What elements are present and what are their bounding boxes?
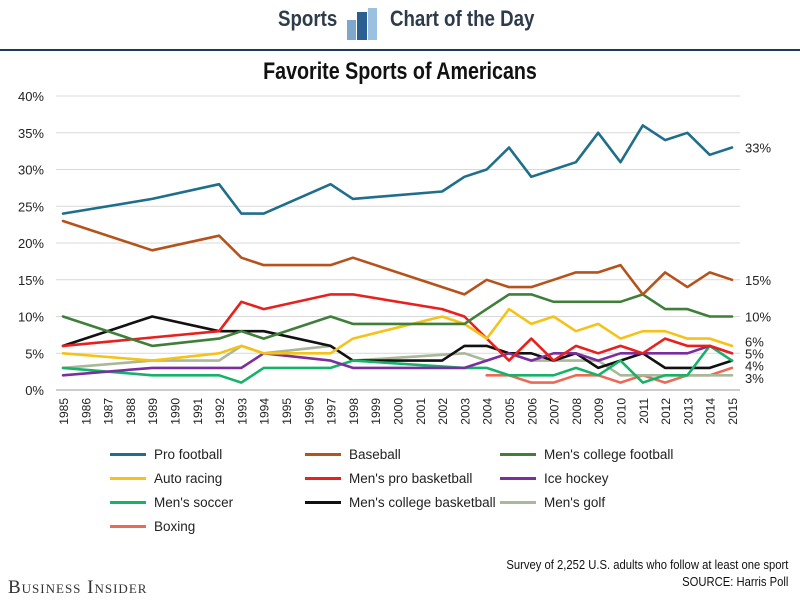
header-rule — [0, 49, 800, 51]
y-tick-label: 40% — [18, 89, 44, 104]
x-tick-label: 1991 — [191, 398, 205, 425]
end-value-label: 5% — [745, 346, 764, 361]
y-tick-label: 0% — [25, 383, 44, 398]
survey-note: Survey of 2,252 U.S. adults who follow a… — [505, 558, 788, 572]
legend-item: Baseball — [305, 444, 401, 464]
y-tick-label: 35% — [18, 126, 44, 141]
legend-swatch — [110, 476, 146, 480]
x-tick-label: 2010 — [615, 398, 629, 425]
y-tick-label: 10% — [18, 310, 44, 325]
footer: Business Insider Survey of 2,252 U.S. ad… — [0, 557, 800, 600]
x-tick-label: 2013 — [681, 398, 695, 425]
legend-item: Auto racing — [110, 468, 222, 488]
x-tick-label: 1995 — [280, 398, 294, 425]
series-line-men-s-college-football — [61, 293, 734, 348]
series-line-men-s-soccer — [61, 344, 734, 384]
source-credit: SOURCE: Harris Poll — [681, 575, 788, 589]
brand-text: Business Insider — [8, 577, 148, 598]
legend-label: Men's college football — [544, 446, 674, 462]
legend-label: Men's college basketball — [349, 494, 496, 510]
end-value-label: 4% — [745, 359, 764, 374]
legend-item: Ice hockey — [500, 468, 609, 488]
legend-label: Men's soccer — [154, 494, 234, 510]
chart-title: Favorite Sports of Americans — [263, 58, 537, 85]
legend-item: Pro football — [110, 444, 222, 464]
legend-item: Men's soccer — [110, 492, 233, 512]
x-tick-label: 1990 — [169, 398, 183, 425]
x-tick-label: 2004 — [481, 398, 495, 425]
legend-item: Men's golf — [500, 492, 605, 512]
header-sports-word: Sports — [278, 6, 338, 31]
x-tick-label: 1987 — [102, 398, 116, 425]
x-tick-label: 2006 — [525, 398, 539, 425]
y-tick-label: 5% — [25, 346, 44, 361]
x-tick-label: 1986 — [79, 398, 93, 425]
x-tick-label: 2008 — [570, 398, 584, 425]
x-tick-label: 2009 — [592, 398, 606, 425]
x-tick-label: 2014 — [704, 398, 718, 425]
legend-swatch — [110, 524, 146, 528]
x-tick-label: 2000 — [392, 398, 406, 425]
legend-label: Auto racing — [154, 470, 223, 486]
x-tick-label: 1999 — [369, 398, 383, 425]
y-tick-label: 30% — [18, 163, 44, 178]
series-line-auto-racing — [61, 307, 734, 362]
legend-label: Pro football — [154, 446, 223, 462]
business-insider-logo: Business Insider — [8, 577, 147, 599]
bar-chart-logo-icon — [347, 8, 377, 40]
x-tick-label: 1998 — [347, 398, 361, 425]
legend-item: Boxing — [110, 516, 195, 536]
legend-label: Men's pro basketball — [349, 470, 473, 486]
x-tick-label: 2007 — [548, 398, 562, 425]
x-tick-label: 1992 — [213, 398, 227, 425]
legend-swatch — [500, 476, 536, 480]
legend-item: Men's college basketball — [305, 492, 496, 512]
header-chart-of-the-day: Chart of the Day — [390, 6, 535, 31]
legend-label: Men's golf — [544, 494, 606, 510]
x-tick-label: 1988 — [124, 398, 138, 425]
legend-swatch — [500, 452, 536, 456]
y-tick-label: 15% — [18, 273, 44, 288]
series-line-men-s-pro-basketball — [61, 293, 734, 362]
x-tick-label: 2005 — [503, 398, 517, 425]
end-value-label: 33% — [745, 140, 771, 155]
legend-label: Boxing — [154, 518, 196, 534]
x-tick-label: 2011 — [637, 398, 651, 424]
legend-item: Men's college football — [500, 444, 673, 464]
x-tick-label: 1993 — [235, 398, 249, 425]
end-value-label: 15% — [745, 273, 771, 288]
x-tick-label: 2012 — [659, 398, 673, 425]
x-tick-label: 1994 — [258, 398, 272, 425]
legend-swatch — [500, 500, 536, 504]
x-tick-label: 1996 — [302, 398, 316, 425]
header: Sports Chart of the Day — [0, 0, 800, 50]
x-tick-label: 2001 — [414, 398, 428, 425]
legend-swatch — [110, 500, 146, 504]
legend-swatch — [110, 452, 146, 456]
legend-swatch — [305, 452, 341, 456]
x-tick-label: 1989 — [146, 398, 160, 425]
x-tick-label: 1997 — [325, 398, 339, 425]
series-line-baseball — [61, 219, 734, 296]
legend-label: Ice hockey — [544, 470, 609, 486]
series-line-pro-football — [61, 124, 734, 215]
end-value-label: 3% — [745, 371, 764, 386]
x-tick-label: 1985 — [57, 398, 71, 425]
x-tick-label: 2003 — [458, 398, 472, 425]
source-note: Survey of 2,252 U.S. adults who follow a… — [506, 557, 788, 591]
legend-label: Baseball — [349, 446, 401, 462]
end-value-label: 6% — [745, 334, 764, 349]
y-tick-label: 20% — [18, 236, 44, 251]
legend-swatch — [305, 500, 341, 504]
legend-item: Men's pro basketball — [305, 468, 472, 488]
end-value-label: 10% — [745, 310, 771, 325]
x-tick-label: 2002 — [436, 398, 450, 425]
legend-swatch — [305, 476, 341, 480]
x-tick-label: 2015 — [726, 398, 740, 425]
y-tick-label: 25% — [18, 199, 44, 214]
